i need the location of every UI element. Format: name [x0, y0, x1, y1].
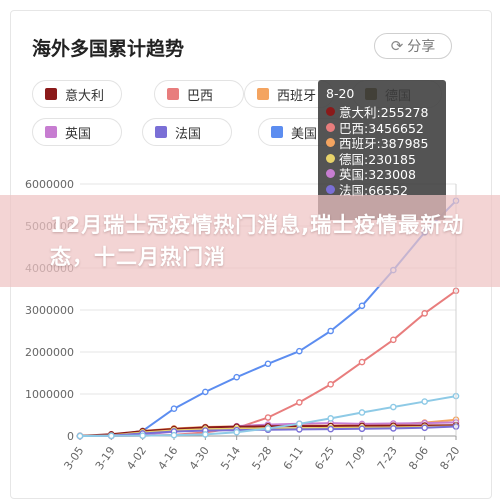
headline-banner[interactable]: 12月瑞士冠疫情热门消息,瑞士疫情最新动态，十二月热门消 — [0, 195, 500, 287]
data-point — [327, 327, 334, 335]
data-point — [170, 431, 178, 439]
data-point — [358, 358, 366, 366]
x-tick-label: 6-11 — [281, 444, 306, 472]
legend-swatch — [155, 126, 167, 138]
y-tick-label: 6000000 — [25, 178, 74, 191]
data-point — [202, 388, 209, 396]
data-point — [296, 347, 303, 355]
x-tick-label: 5-28 — [249, 444, 274, 472]
x-tick-label: 6-25 — [312, 444, 337, 472]
x-tick-label: 8-06 — [406, 444, 431, 472]
tooltip-row: 西班牙:387985 — [326, 135, 438, 151]
y-tick-label: 0 — [67, 430, 74, 443]
x-tick-label: 3-19 — [93, 444, 118, 472]
legend-swatch — [45, 88, 57, 100]
data-point — [421, 424, 428, 432]
data-point — [327, 415, 334, 422]
tooltip-row: 英国:323008 — [326, 166, 438, 182]
data-point — [170, 405, 178, 413]
data-point — [296, 420, 303, 428]
legend-label: 美国 — [291, 126, 318, 142]
legend-swatch — [257, 88, 269, 100]
legend-item[interactable]: 意大利 — [32, 80, 122, 108]
y-tick-label: 2000000 — [25, 346, 74, 359]
y-tick-label: 1000000 — [25, 388, 74, 401]
tooltip-row: 巴西:3456652 — [326, 120, 438, 136]
legend-label: 西班牙 — [277, 88, 317, 104]
share-label: 分享 — [407, 39, 436, 55]
data-point — [421, 398, 428, 405]
legend-label: 巴西 — [187, 88, 214, 104]
tooltip-date: 8-20 — [326, 86, 355, 101]
x-tick-label: 4-30 — [187, 444, 212, 472]
data-point — [233, 373, 240, 381]
x-tick-label: 8-20 — [437, 444, 462, 472]
tooltip-dot — [326, 107, 335, 117]
data-point — [327, 381, 334, 388]
data-point — [264, 414, 272, 421]
legend-item[interactable]: 法国 — [142, 118, 232, 146]
data-point — [296, 426, 303, 433]
legend-swatch — [45, 126, 57, 138]
legend-label: 意大利 — [65, 88, 105, 104]
share-button[interactable]: ⟳ 分享 — [374, 33, 452, 59]
tooltip-value: 德国:230185 — [339, 151, 416, 167]
data-point — [296, 399, 303, 406]
data-point — [358, 409, 366, 416]
x-tick-label: 7-09 — [343, 444, 368, 472]
x-tick-label: 5-14 — [218, 444, 243, 472]
tooltip-dot — [326, 153, 335, 163]
legend-item[interactable]: 巴西 — [154, 80, 244, 108]
tooltip-dot — [326, 169, 335, 179]
x-tick-label: 7-23 — [375, 444, 400, 472]
tooltip-value: 西班牙:387985 — [339, 136, 429, 152]
data-point — [139, 432, 146, 439]
data-point — [421, 310, 428, 317]
data-point — [264, 425, 272, 432]
legend-item[interactable]: 英国 — [32, 118, 122, 146]
data-point — [390, 425, 397, 432]
tooltip-value: 意大利:255278 — [339, 105, 429, 121]
share-icon: ⟳ — [390, 37, 404, 55]
x-tick-label: 4-02 — [124, 444, 149, 472]
legend-label: 法国 — [175, 126, 202, 142]
data-point — [390, 403, 397, 411]
tooltip-value: 法国:66552 — [339, 182, 408, 198]
y-tick-label: 3000000 — [25, 304, 74, 317]
data-point — [358, 425, 366, 433]
tooltip-dot — [326, 122, 335, 132]
data-point — [233, 428, 240, 436]
tooltip-value: 巴西:3456652 — [339, 120, 424, 136]
data-point — [327, 425, 334, 433]
data-point — [108, 432, 115, 440]
legend-swatch — [167, 88, 179, 100]
data-point — [202, 431, 209, 438]
x-tick-label: 3-05 — [61, 444, 86, 472]
data-point — [390, 336, 397, 344]
tooltip-row: 意大利:255278 — [326, 104, 438, 120]
tooltip-row: 法国:66552 — [326, 182, 438, 198]
tooltip-row: 德国:230185 — [326, 151, 438, 167]
data-point — [358, 302, 366, 310]
headline-text[interactable]: 12月瑞士冠疫情热门消息,瑞士疫情最新动态，十二月热门消 — [50, 213, 465, 269]
chart-title: 海外多国累计趋势 — [32, 38, 185, 60]
data-point — [76, 432, 84, 440]
data-point — [264, 360, 272, 368]
tooltip-value: 英国:323008 — [339, 167, 416, 183]
tooltip-dot — [326, 138, 335, 148]
legend-label: 英国 — [65, 126, 92, 142]
tooltip-dot — [326, 184, 335, 194]
legend-swatch — [271, 126, 283, 138]
x-tick-label: 4-16 — [155, 444, 180, 472]
